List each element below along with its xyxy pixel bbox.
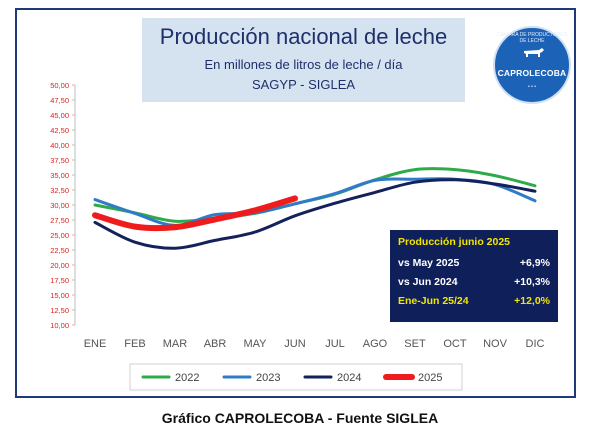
info-row-label: vs May 2025 xyxy=(398,257,460,269)
y-tick-label: 50,00 xyxy=(50,81,69,90)
y-tick-label: 12,50 xyxy=(50,306,69,315)
y-tick-label: 15,00 xyxy=(50,291,69,300)
y-tick-label: 47,50 xyxy=(50,96,69,105)
info-box: Producción junio 2025 vs May 2025 +6,9% … xyxy=(390,230,558,322)
info-row-value: +6,9% xyxy=(519,257,550,269)
figure-caption: Gráfico CAPROLECOBA - Fuente SIGLEA xyxy=(161,410,439,426)
info-row-value: +10,3% xyxy=(514,276,550,288)
x-tick-label: JUL xyxy=(325,338,345,350)
x-tick-label: MAY xyxy=(243,338,267,350)
y-tick-label: 20,00 xyxy=(50,261,69,270)
x-tick-label: DIC xyxy=(526,338,545,350)
legend-label-2022: 2022 xyxy=(175,372,199,384)
y-tick-label: 32,50 xyxy=(50,186,69,195)
y-tick-label: 45,00 xyxy=(50,111,69,120)
legend-label-2025: 2025 xyxy=(418,372,442,384)
y-tick-label: 27,50 xyxy=(50,216,69,225)
x-tick-label: MAR xyxy=(163,338,188,350)
y-tick-label: 40,00 xyxy=(50,141,69,150)
cow-icon xyxy=(524,48,544,57)
source-line: SAGYP - SIGLEA xyxy=(251,77,356,92)
x-tick-label: ENE xyxy=(84,338,107,350)
x-tick-label: NOV xyxy=(483,338,508,350)
info-row-label: vs Jun 2024 xyxy=(398,276,458,288)
x-tick-label: AGO xyxy=(363,338,388,350)
x-tick-label: JUN xyxy=(284,338,305,350)
y-tick-label: 35,00 xyxy=(50,171,69,180)
legend-label-2023: 2023 xyxy=(256,372,280,384)
info-row-value: +12,0% xyxy=(514,295,550,307)
y-tick-label: 30,00 xyxy=(50,201,69,210)
logo-dots: • • • xyxy=(527,84,537,90)
chart-title: Producción nacional de leche xyxy=(159,24,448,49)
series-line-2024 xyxy=(93,178,537,250)
x-tick-label: FEB xyxy=(124,338,145,350)
logo-arc-text: CÁMARA DE PRODUCTORES DE LECHE xyxy=(497,32,567,44)
y-tick-label: 37,50 xyxy=(50,156,69,165)
legend-label-2024: 2024 xyxy=(337,372,361,384)
x-tick-label: SET xyxy=(404,338,426,350)
y-tick-label: 25,00 xyxy=(50,231,69,240)
x-tick-label: ABR xyxy=(204,338,227,350)
chart-frame: Producción nacional de leche En millones… xyxy=(15,8,576,398)
info-row-label: Ene-Jun 25/24 xyxy=(398,295,469,307)
y-tick-label: 22,50 xyxy=(50,246,69,255)
series-line-2022 xyxy=(93,167,537,223)
title-box: Producción nacional de leche En millones… xyxy=(142,18,465,102)
y-tick-label: 17,50 xyxy=(50,276,69,285)
y-tick-label: 42,50 xyxy=(50,126,69,135)
caprolecoba-logo: CÁMARA DE PRODUCTORES DE LECHE CAPROLECO… xyxy=(493,26,571,104)
series-line-2025 xyxy=(92,195,298,232)
y-tick-label: 10,00 xyxy=(50,321,69,330)
x-tick-label: OCT xyxy=(443,338,467,350)
logo-name: CAPROLECOBA xyxy=(497,68,567,78)
chart-subtitle: En millones de litros de leche / día xyxy=(204,57,403,72)
info-title: Producción junio 2025 xyxy=(398,236,511,248)
